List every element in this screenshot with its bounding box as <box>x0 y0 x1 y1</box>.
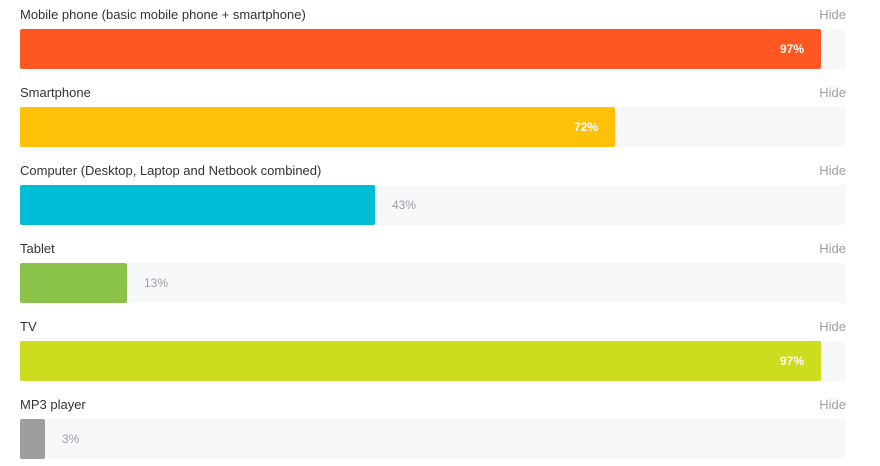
category-label: Tablet <box>20 241 55 256</box>
chart-row: Mobile phone (basic mobile phone + smart… <box>20 0 846 78</box>
chart-row: Tablet Hide 13% <box>20 234 846 312</box>
bar-track: 97% <box>20 341 846 381</box>
hide-series-link[interactable]: Hide <box>819 397 846 412</box>
data-label: 3% <box>62 432 80 446</box>
hide-series-link[interactable]: Hide <box>819 163 846 178</box>
data-label: 72% <box>573 120 598 134</box>
data-label: 97% <box>779 42 804 56</box>
chart-row: MP3 player Hide 3% <box>20 390 846 466</box>
chart-row: Smartphone Hide 72% <box>20 78 846 156</box>
data-label: 43% <box>392 198 417 212</box>
hide-series-link[interactable]: Hide <box>819 7 846 22</box>
data-label: 13% <box>144 276 169 290</box>
data-label: 97% <box>779 354 804 368</box>
hide-series-link[interactable]: Hide <box>819 85 846 100</box>
bar <box>20 341 821 381</box>
category-label: Smartphone <box>20 85 91 100</box>
bar <box>20 107 615 147</box>
bar <box>20 29 821 69</box>
bar-track: 13% <box>20 263 846 303</box>
hide-series-link[interactable]: Hide <box>819 241 846 256</box>
bar-track: 43% <box>20 185 846 225</box>
bar-track: 72% <box>20 107 846 147</box>
bar-track: 3% <box>20 419 846 459</box>
bar <box>20 419 45 459</box>
bar <box>20 263 127 303</box>
chart-row: Computer (Desktop, Laptop and Netbook co… <box>20 156 846 234</box>
chart-row: TV Hide 97% <box>20 312 846 390</box>
hide-series-link[interactable]: Hide <box>819 319 846 334</box>
category-label: MP3 player <box>20 397 86 412</box>
category-label: Computer (Desktop, Laptop and Netbook co… <box>20 163 322 178</box>
bar <box>20 185 375 225</box>
category-label: Mobile phone (basic mobile phone + smart… <box>20 7 306 22</box>
bar-track: 97% <box>20 29 846 69</box>
category-label: TV <box>20 319 37 334</box>
